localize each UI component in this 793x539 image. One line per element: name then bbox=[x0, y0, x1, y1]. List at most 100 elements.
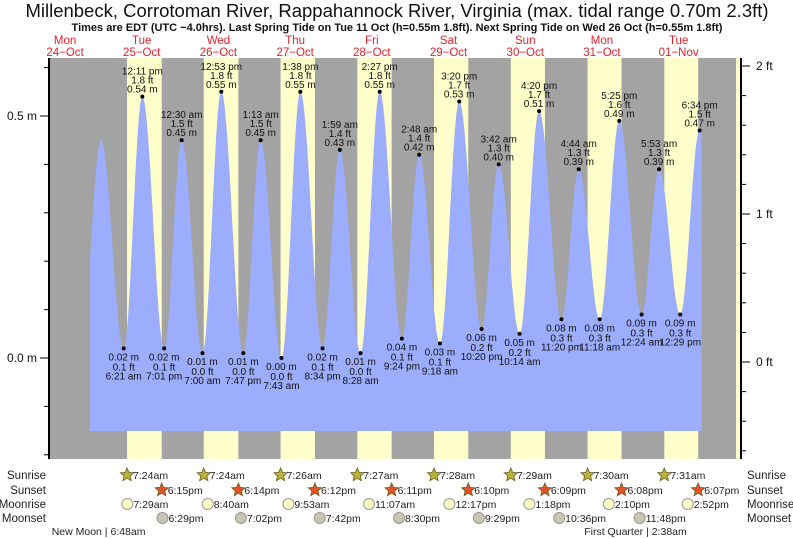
extreme-height-ft: 0.0 ft bbox=[232, 367, 254, 378]
extreme-height-m: 0.45 m bbox=[245, 128, 276, 139]
sunset-time: 6:12pm bbox=[321, 485, 356, 497]
sunrise-row-label: Sunrise bbox=[7, 470, 46, 482]
extreme-height-ft: 0.1 ft bbox=[311, 362, 333, 373]
extreme-dot bbox=[219, 89, 224, 94]
moonset-time: 7:02pm bbox=[247, 513, 282, 525]
low-tide-marker: 0.03 m0.1 ft9:18 am bbox=[422, 341, 458, 377]
right-tick-label: 1 ft bbox=[756, 207, 773, 221]
sunset-icon bbox=[230, 481, 246, 497]
moonset-icon bbox=[633, 512, 646, 524]
moonset-row-label-right: Moonset bbox=[747, 513, 792, 525]
moonset-icon bbox=[234, 512, 247, 524]
moonset-icon bbox=[156, 512, 169, 524]
extreme-time: 5:53 am bbox=[641, 139, 677, 150]
daylight-band bbox=[736, 58, 741, 459]
extreme-time: 4:20 pm bbox=[521, 81, 557, 92]
low-tide-marker: 0.02 m0.1 ft6:21 am bbox=[106, 346, 142, 382]
extreme-height-m: 0.40 m bbox=[483, 152, 514, 163]
moonrise-time: 1:18pm bbox=[535, 499, 570, 511]
sunrise-icon bbox=[196, 466, 212, 482]
extreme-height-ft: 1.3 ft bbox=[648, 148, 670, 159]
extreme-time: 4:44 am bbox=[561, 139, 597, 150]
sunset-icon bbox=[307, 481, 323, 497]
moonrise-row-label: Moonrise bbox=[0, 499, 46, 511]
extreme-height-m: 0.04 m bbox=[387, 343, 418, 354]
extreme-time: 1:38 pm bbox=[282, 62, 318, 73]
extreme-dot bbox=[496, 162, 501, 167]
extreme-height-ft: 1.4 ft bbox=[329, 129, 351, 140]
extreme-dot bbox=[298, 89, 303, 94]
day-name: Tue bbox=[132, 35, 151, 47]
extreme-dot bbox=[617, 118, 622, 123]
low-tide-marker: 0.00 m0.0 ft7:43 am bbox=[263, 356, 300, 392]
extreme-height-m: 0.01 m bbox=[345, 357, 376, 368]
moonset-time: 10:36pm bbox=[565, 513, 606, 525]
sunset-icon bbox=[384, 481, 400, 497]
extreme-time: 1:13 am bbox=[243, 110, 279, 121]
day-date: 27−Oct bbox=[276, 47, 314, 59]
extreme-height-ft: 0.1 ft bbox=[429, 357, 451, 368]
moon-phase-label: New Moon | 6:48am bbox=[52, 526, 146, 538]
extreme-time: 7:47 pm bbox=[225, 376, 261, 387]
extreme-height-m: 0.43 m bbox=[325, 138, 356, 149]
chart-subtitle: Times are EDT (UTC −4.0hrs). Last Spring… bbox=[72, 22, 723, 34]
extreme-height-m: 0.39 m bbox=[644, 157, 675, 168]
moonrise-time: 9:53am bbox=[294, 499, 329, 511]
low-tide-marker: 0.01 m0.0 ft7:47 pm bbox=[225, 351, 261, 387]
day-date: 29−Oct bbox=[430, 47, 468, 59]
moonset-time: 7:42pm bbox=[326, 513, 361, 525]
extreme-height-ft: 0.2 ft bbox=[470, 343, 492, 354]
extreme-time: 7:01 pm bbox=[146, 371, 182, 382]
extreme-height-m: 0.03 m bbox=[425, 347, 456, 358]
high-tide-marker: 2:48 am1.4 ft0.42 m bbox=[401, 125, 437, 157]
extreme-height-ft: 0.1 ft bbox=[153, 362, 175, 373]
sunrise-time: 7:28am bbox=[440, 470, 475, 482]
extreme-height-ft: 1.5 ft bbox=[250, 119, 272, 130]
moonrise-icon bbox=[523, 498, 536, 510]
sunrise-time: 7:29am bbox=[517, 470, 552, 482]
day-name: Sat bbox=[440, 35, 458, 47]
high-tide-marker: 5:53 am1.3 ft0.39 m bbox=[641, 139, 677, 172]
extreme-height-m: 0.39 m bbox=[563, 157, 594, 168]
extreme-height-m: 0.53 m bbox=[444, 89, 475, 100]
extreme-height-ft: 0.1 ft bbox=[391, 353, 413, 364]
extreme-dot bbox=[457, 99, 462, 104]
sunrise-time: 7:24am bbox=[210, 470, 245, 482]
sunset-time: 6:08pm bbox=[628, 485, 663, 497]
extreme-height-ft: 1.8 ft bbox=[210, 71, 232, 82]
extreme-time: 2:27 pm bbox=[362, 62, 398, 73]
high-tide-marker: 1:13 am1.5 ft0.45 m bbox=[243, 110, 279, 143]
extreme-time: 11:20 pm bbox=[541, 342, 582, 353]
left-tick-label: 0.5 m bbox=[7, 109, 37, 123]
extreme-height-ft: 1.5 ft bbox=[689, 110, 711, 121]
day-date: 24−Oct bbox=[46, 47, 84, 59]
sunrise-time: 7:27am bbox=[363, 470, 398, 482]
extreme-height-m: 0.01 m bbox=[228, 357, 259, 368]
extreme-dot bbox=[140, 94, 145, 99]
extreme-time: 9:18 am bbox=[422, 366, 458, 377]
high-tide-marker: 1:38 pm1.8 ft0.55 m bbox=[282, 62, 318, 94]
sunset-icon bbox=[460, 481, 476, 497]
sunrise-icon bbox=[349, 466, 365, 482]
extreme-time: 12:30 am bbox=[161, 110, 203, 121]
extreme-height-ft: 0.0 ft bbox=[349, 367, 371, 378]
moonset-time: 8:30pm bbox=[405, 513, 440, 525]
extreme-dot bbox=[639, 312, 644, 317]
extreme-dot bbox=[200, 351, 205, 356]
extreme-height-ft: 1.8 ft bbox=[369, 71, 391, 82]
extreme-dot bbox=[320, 346, 325, 351]
extreme-height-m: 0.54 m bbox=[127, 85, 158, 96]
day-name: Mon bbox=[54, 35, 76, 47]
low-tide-marker: 0.02 m0.1 ft8:34 pm bbox=[304, 346, 341, 382]
extreme-time: 8:28 am bbox=[342, 376, 378, 387]
axes: 0.5 m 0.0 m 2 ft 1 ft 0 ft bbox=[7, 58, 773, 459]
extreme-height-ft: 1.3 ft bbox=[568, 148, 590, 159]
extreme-time: 6:34 pm bbox=[682, 101, 718, 112]
moonrise-time: 11:07am bbox=[375, 499, 415, 511]
extreme-dot bbox=[479, 326, 484, 331]
extreme-height-ft: 1.6 ft bbox=[608, 100, 630, 111]
moonset-icon bbox=[393, 512, 406, 524]
extreme-time: 10:14 am bbox=[499, 357, 541, 368]
